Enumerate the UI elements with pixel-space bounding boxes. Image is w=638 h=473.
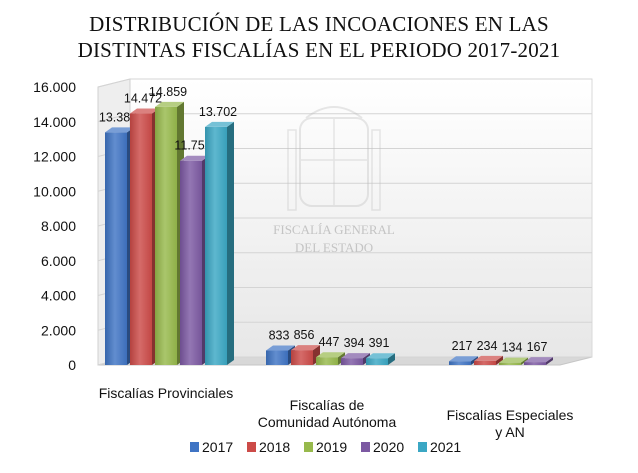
bar-top (524, 357, 553, 363)
bar (524, 357, 553, 365)
bar-front (499, 362, 521, 365)
gridline (97, 78, 592, 88)
data-label: 11.756 (174, 139, 211, 153)
legend-swatch (247, 442, 256, 452)
bar-top (316, 352, 345, 358)
bar (316, 352, 345, 365)
bar-top (266, 345, 295, 351)
y-tick-label: 4.000 (41, 288, 76, 304)
bar-front (449, 361, 471, 365)
chart-title-line-2: DISTINTAS FISCALÍAS EN EL PERIODO 2017-2… (77, 38, 561, 62)
data-label: 13.702 (199, 105, 237, 119)
watermark-column (371, 129, 381, 211)
bar-front (155, 106, 177, 365)
bar-side (227, 121, 234, 365)
legend-swatch (190, 442, 199, 452)
bar-top (449, 356, 478, 362)
data-label: 14.472 (124, 92, 162, 106)
legend-label: 2017 (202, 439, 233, 455)
bar-top (341, 353, 370, 359)
bar-side (388, 353, 395, 365)
y-tick-label: 6.000 (41, 253, 76, 269)
bar-front (524, 362, 546, 365)
watermark-crown (305, 106, 363, 119)
data-label: 234 (477, 339, 498, 353)
data-label: 14.859 (149, 85, 187, 99)
bar-front (316, 357, 338, 365)
y-tick-label: 8.000 (41, 218, 76, 234)
x-category-label: Fiscalías Provinciales (99, 385, 234, 401)
bar (291, 345, 320, 365)
bar-front (366, 358, 388, 365)
bar-front (291, 350, 313, 365)
y-tick-label: 14.000 (33, 114, 76, 130)
legend-label: 2021 (430, 439, 461, 455)
watermark-column (287, 129, 297, 211)
data-label: 394 (344, 336, 365, 350)
watermark-text: DEL ESTADO (295, 240, 373, 255)
bar-top (205, 121, 234, 127)
bar-front (180, 160, 202, 365)
bar-top (291, 345, 320, 351)
bar-top (130, 108, 159, 114)
watermark-emblem (287, 106, 381, 211)
watermark-shield (299, 117, 369, 207)
bar-top (105, 127, 134, 133)
legend-swatch (418, 442, 427, 452)
legend-label: 2018 (259, 439, 290, 455)
bar-top (499, 357, 528, 363)
legend-swatch (304, 442, 313, 452)
y-tick-label: 0 (68, 357, 76, 373)
bar-top (155, 101, 184, 107)
data-label: 13.388 (99, 110, 137, 124)
legend-label: 2019 (316, 439, 347, 455)
bar (366, 353, 395, 365)
bar-side (496, 355, 503, 365)
x-category-label: y AN (495, 424, 525, 440)
bar-side (546, 357, 553, 365)
bar (205, 121, 234, 365)
bar-top (474, 355, 503, 361)
data-label: 856 (294, 328, 315, 342)
watermark-text: FISCALÍA GENERAL (273, 222, 395, 237)
bar (130, 108, 159, 365)
bar-side (521, 357, 528, 365)
legend-swatch (361, 442, 370, 452)
legend-label: 2020 (373, 439, 404, 455)
chart-title-line-1: DISTRIBUCIÓN DE LAS INCOACIONES EN LAS (89, 12, 549, 36)
data-label: 833 (269, 329, 290, 343)
bar (499, 357, 528, 365)
data-label: 167 (527, 340, 548, 354)
legend: 2017 2018 2019 2020 2021 (190, 439, 461, 455)
y-tick-label: 10.000 (33, 183, 76, 199)
bar-front (341, 358, 363, 365)
y-tick-label: 16.000 (33, 79, 76, 95)
bar-top (180, 155, 209, 161)
data-label: 217 (452, 339, 473, 353)
bar (474, 355, 503, 365)
y-tick-label: 12.000 (33, 149, 76, 165)
x-category-label: Fiscalías Especiales (447, 407, 574, 423)
bar (105, 127, 134, 365)
bar (266, 345, 295, 365)
x-category-label: Comunidad Autónoma (258, 414, 397, 430)
bar-front (474, 360, 496, 365)
bar-front (266, 350, 288, 365)
bar-front (105, 132, 127, 365)
data-label: 447 (319, 335, 340, 349)
bar-top (366, 353, 395, 359)
data-label: 134 (502, 341, 523, 355)
y-tick-label: 2.000 (41, 322, 76, 338)
bar-front (205, 126, 227, 365)
data-label: 391 (369, 336, 390, 350)
bar-front (130, 113, 152, 365)
x-category-label: Fiscalías de (290, 397, 365, 413)
bar (180, 155, 209, 365)
